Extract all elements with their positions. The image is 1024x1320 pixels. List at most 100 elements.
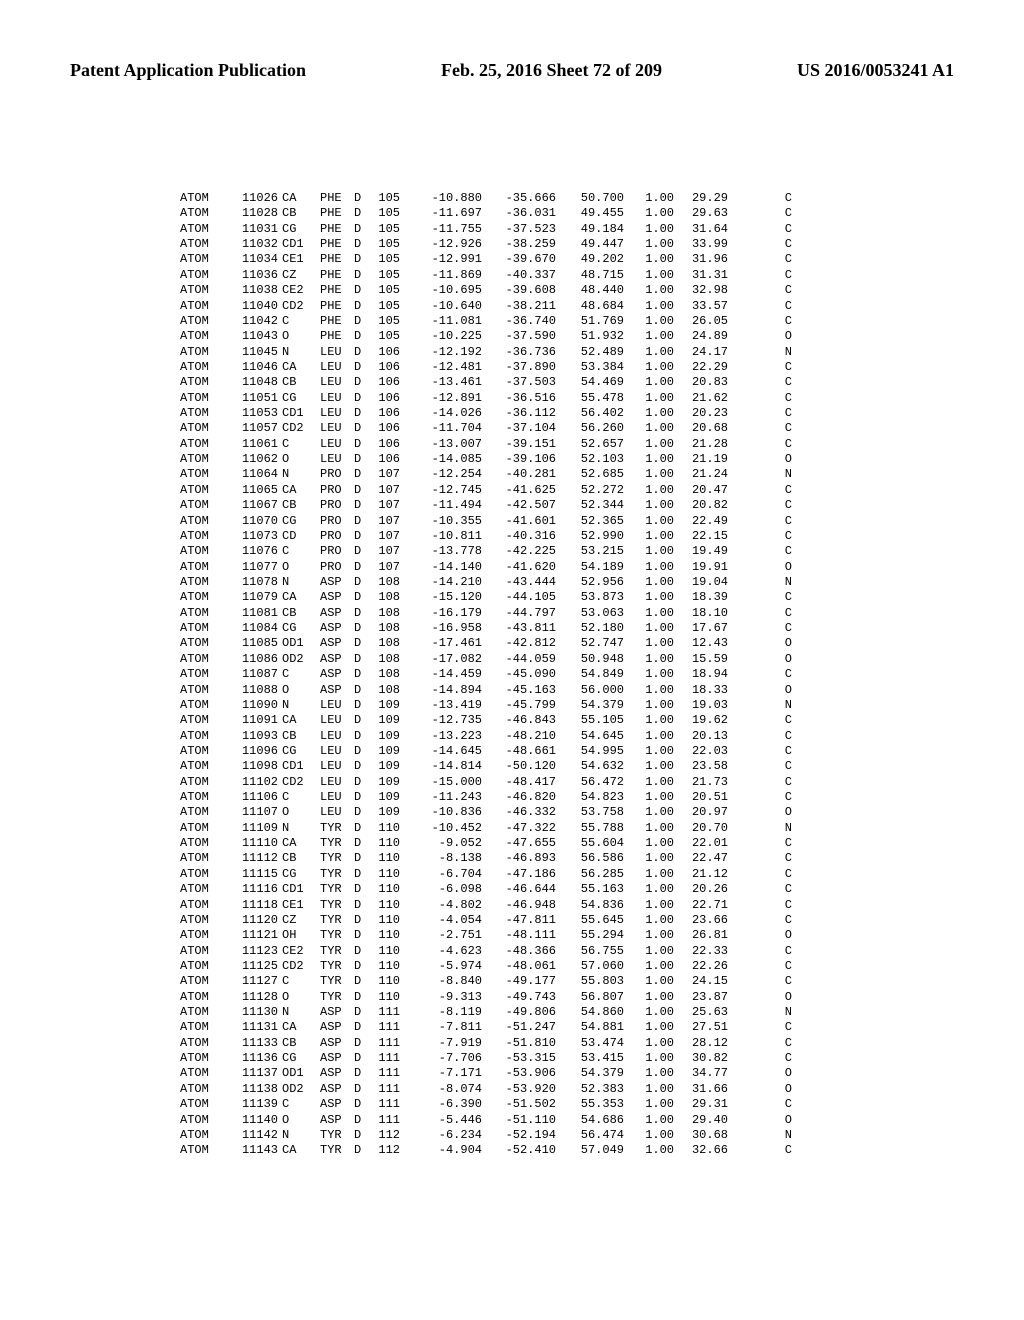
col-z: 55.803 xyxy=(560,974,628,989)
col-residue: PHE xyxy=(320,252,354,267)
col-z: 53.474 xyxy=(560,1036,628,1051)
col-chain: D xyxy=(354,851,370,866)
col-atom-name: CG xyxy=(282,222,320,237)
col-chain: D xyxy=(354,498,370,513)
col-chain: D xyxy=(354,1051,370,1066)
col-bfactor: 30.68 xyxy=(678,1128,732,1143)
col-y: -46.820 xyxy=(486,790,560,805)
col-z: 52.747 xyxy=(560,636,628,651)
col-chain: D xyxy=(354,590,370,605)
col-residue: LEU xyxy=(320,775,354,790)
col-residue: TYR xyxy=(320,1143,354,1158)
col-x: -8.074 xyxy=(404,1082,486,1097)
col-residue: LEU xyxy=(320,713,354,728)
col-resseq: 108 xyxy=(370,575,404,590)
col-bfactor: 25.63 xyxy=(678,1005,732,1020)
col-atom-name: CG xyxy=(282,867,320,882)
col-record: ATOM xyxy=(180,329,228,344)
atom-row: ATOM11137OD1ASPD111-7.171-53.90654.3791.… xyxy=(180,1066,796,1081)
col-bfactor: 22.26 xyxy=(678,959,732,974)
col-atom-name: CE1 xyxy=(282,252,320,267)
col-chain: D xyxy=(354,790,370,805)
col-element: O xyxy=(732,452,796,467)
col-serial: 11112 xyxy=(228,851,282,866)
atom-row: ATOM11133CBASPD111-7.919-51.81053.4741.0… xyxy=(180,1036,796,1051)
col-chain: D xyxy=(354,974,370,989)
col-y: -50.120 xyxy=(486,759,560,774)
col-y: -37.523 xyxy=(486,222,560,237)
col-bfactor: 20.70 xyxy=(678,821,732,836)
col-chain: D xyxy=(354,345,370,360)
col-serial: 11057 xyxy=(228,421,282,436)
col-resseq: 108 xyxy=(370,590,404,605)
col-record: ATOM xyxy=(180,759,228,774)
atom-table-body: ATOM11026CAPHED105-10.880-35.66650.7001.… xyxy=(180,191,796,1159)
col-bfactor: 19.04 xyxy=(678,575,732,590)
col-occupancy: 1.00 xyxy=(628,345,678,360)
col-chain: D xyxy=(354,237,370,252)
col-y: -37.104 xyxy=(486,421,560,436)
col-x: -11.494 xyxy=(404,498,486,513)
col-resseq: 110 xyxy=(370,959,404,974)
col-atom-name: OD2 xyxy=(282,652,320,667)
col-residue: ASP xyxy=(320,1082,354,1097)
col-y: -42.812 xyxy=(486,636,560,651)
col-atom-name: O xyxy=(282,452,320,467)
atom-row: ATOM11088OASPD108-14.894-45.16356.0001.0… xyxy=(180,683,796,698)
col-record: ATOM xyxy=(180,483,228,498)
col-z: 53.384 xyxy=(560,360,628,375)
col-y: -36.736 xyxy=(486,345,560,360)
col-y: -48.661 xyxy=(486,744,560,759)
col-serial: 11106 xyxy=(228,790,282,805)
col-z: 52.344 xyxy=(560,498,628,513)
col-atom-name: CB xyxy=(282,375,320,390)
col-record: ATOM xyxy=(180,391,228,406)
col-element: O xyxy=(732,636,796,651)
col-resseq: 111 xyxy=(370,1097,404,1112)
col-y: -47.811 xyxy=(486,913,560,928)
col-resseq: 110 xyxy=(370,867,404,882)
col-y: -41.625 xyxy=(486,483,560,498)
col-occupancy: 1.00 xyxy=(628,652,678,667)
atom-row: ATOM11138OD2ASPD111-8.074-53.92052.3831.… xyxy=(180,1082,796,1097)
col-occupancy: 1.00 xyxy=(628,1082,678,1097)
col-z: 49.455 xyxy=(560,206,628,221)
col-z: 54.995 xyxy=(560,744,628,759)
col-occupancy: 1.00 xyxy=(628,759,678,774)
atom-row: ATOM11043OPHED105-10.225-37.59051.9321.0… xyxy=(180,329,796,344)
col-serial: 11038 xyxy=(228,283,282,298)
col-occupancy: 1.00 xyxy=(628,252,678,267)
col-residue: TYR xyxy=(320,959,354,974)
col-serial: 11036 xyxy=(228,268,282,283)
col-element: C xyxy=(732,421,796,436)
atom-row: ATOM11036CZPHED105-11.869-40.33748.7151.… xyxy=(180,268,796,283)
col-y: -53.920 xyxy=(486,1082,560,1097)
col-occupancy: 1.00 xyxy=(628,406,678,421)
col-record: ATOM xyxy=(180,206,228,221)
col-residue: PHE xyxy=(320,283,354,298)
col-element: C xyxy=(732,729,796,744)
col-occupancy: 1.00 xyxy=(628,836,678,851)
col-z: 52.365 xyxy=(560,514,628,529)
col-chain: D xyxy=(354,314,370,329)
col-z: 54.836 xyxy=(560,898,628,913)
col-element: N xyxy=(732,821,796,836)
col-bfactor: 22.01 xyxy=(678,836,732,851)
col-x: -7.171 xyxy=(404,1066,486,1081)
col-x: -7.706 xyxy=(404,1051,486,1066)
col-z: 53.415 xyxy=(560,1051,628,1066)
col-serial: 11140 xyxy=(228,1113,282,1128)
col-occupancy: 1.00 xyxy=(628,452,678,467)
col-occupancy: 1.00 xyxy=(628,314,678,329)
col-x: -8.119 xyxy=(404,1005,486,1020)
col-chain: D xyxy=(354,575,370,590)
col-residue: TYR xyxy=(320,928,354,943)
atom-row: ATOM11085OD1ASPD108-17.461-42.81252.7471… xyxy=(180,636,796,651)
col-chain: D xyxy=(354,483,370,498)
col-resseq: 110 xyxy=(370,898,404,913)
col-atom-name: CD2 xyxy=(282,421,320,436)
col-bfactor: 15.59 xyxy=(678,652,732,667)
col-serial: 11087 xyxy=(228,667,282,682)
atom-row: ATOM11038CE2PHED105-10.695-39.60848.4401… xyxy=(180,283,796,298)
col-bfactor: 20.68 xyxy=(678,421,732,436)
